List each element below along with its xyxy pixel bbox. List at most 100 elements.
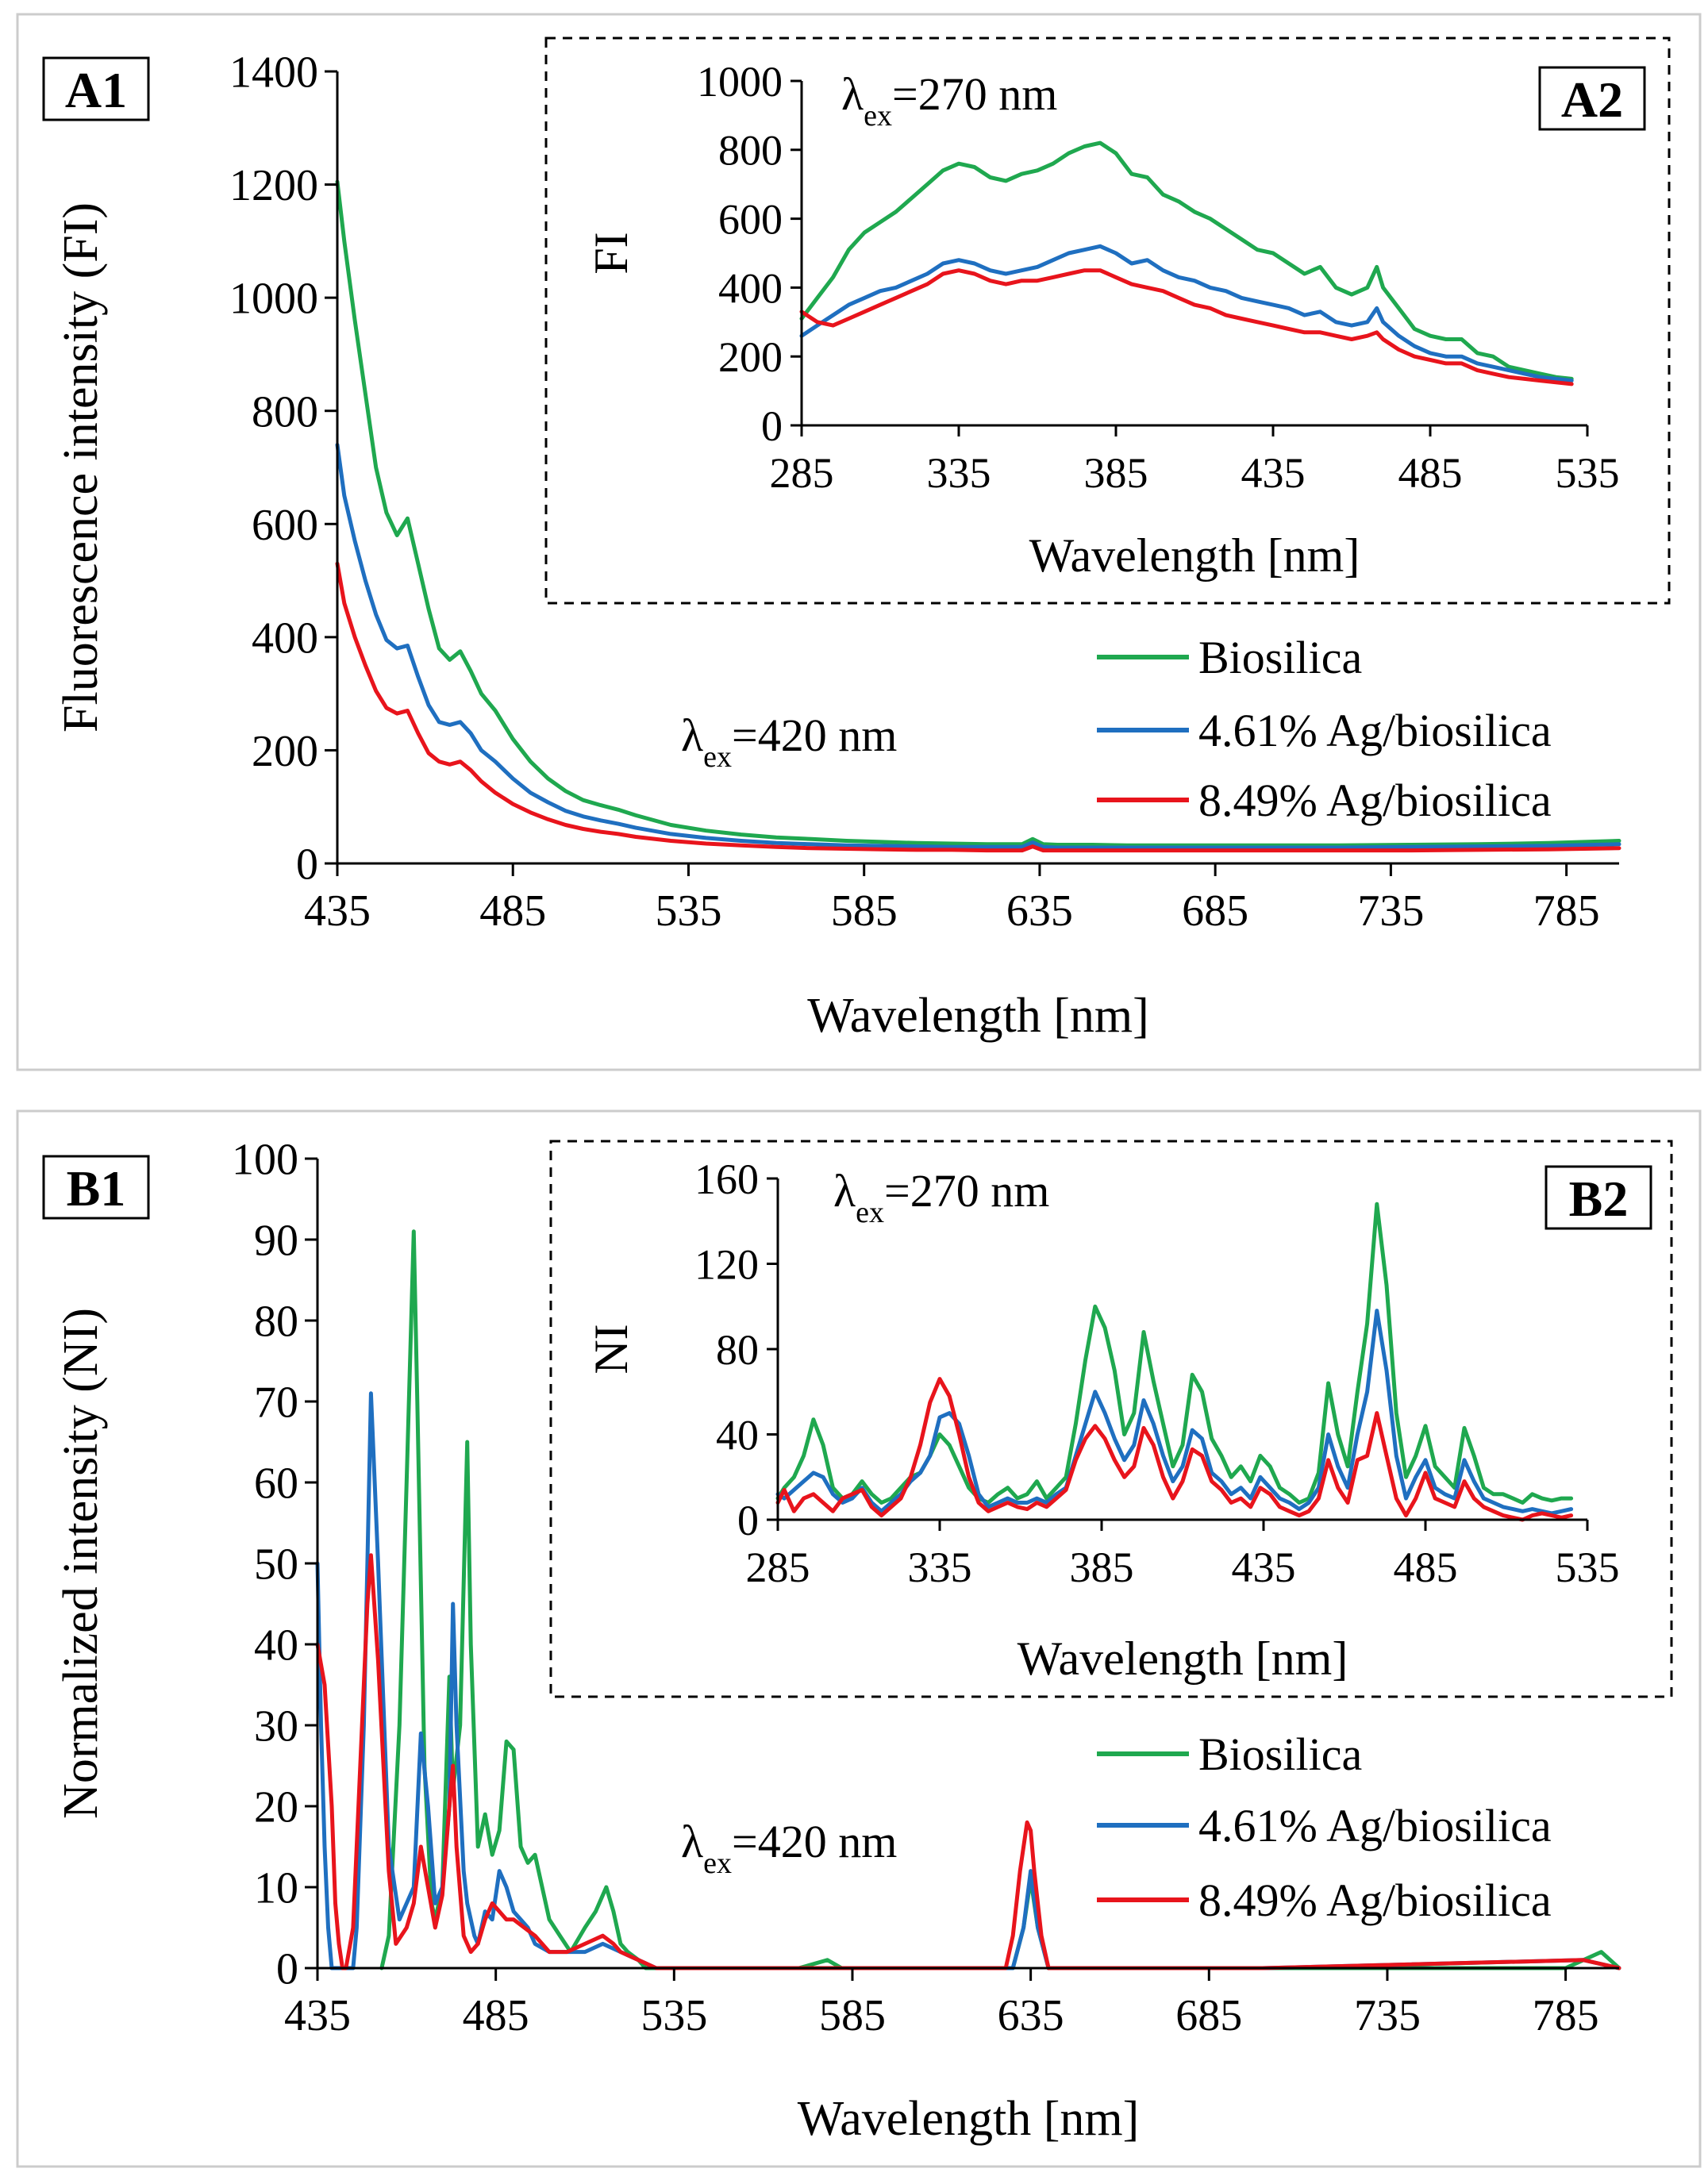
panel-a-frame [16,13,1702,1071]
y-tick-label-b2-0: 0 [737,1497,759,1544]
legend-a-label-2: 8.49% Ag/biosilica [1198,775,1552,826]
inset-a2-frame [544,37,1671,605]
y-tick-label-a2-2: 400 [718,264,783,312]
x-tick-label-a2-1: 335 [927,449,991,497]
y-tick-label-a1-1: 200 [252,727,318,776]
x-tick-label-b1-3: 585 [819,1991,886,2040]
series-line-b2-2 [775,1377,1574,1522]
x-tick-label-a1-6: 735 [1357,886,1424,936]
series-line-a1-0 [335,179,1621,848]
chart-a2: 0 200 400 600 800 1000 285 335 385 435 485 535 Wavel… [585,58,1620,582]
panel-label-b2: B2 [1569,1171,1629,1227]
y-tick-label-a2-5: 1000 [697,58,783,106]
legend-b-label-2: 8.49% Ag/biosilica [1198,1874,1552,1926]
series-line-a1-1 [335,443,1621,850]
y-tick-label-b1-5: 50 [254,1540,298,1590]
x-tick-label-a1-3: 585 [831,886,898,936]
legend-b: Biosilica 4.61% Ag/biosilica 8.49% Ag/bi… [1097,1728,1552,1926]
y-axis-label-a2: FI [585,232,637,274]
y-tick-label-b1-3: 30 [254,1702,298,1751]
series-line-b1-2 [315,1553,1621,1970]
x-axis-label-b2: Wavelength [nm] [1017,1632,1348,1685]
panel-label-b1-box [42,1155,150,1220]
y-tick-label-a2-3: 600 [718,196,783,244]
y-tick-label-b1-6: 60 [254,1459,298,1509]
y-tick-label-b1-10: 100 [232,1136,298,1185]
x-tick-label-a1-0: 435 [304,886,371,936]
x-axis-label-b1: Wavelength [nm] [798,2092,1140,2146]
x-tick-label-b1-5: 685 [1175,1991,1242,2040]
y-tick-label-b2-3: 120 [694,1240,759,1288]
chart-a1: 0 200 400 600 800 1000 1200 1400 435 485 535 585 635… [54,48,1621,1043]
x-tick-label-b1-2: 535 [640,1991,707,2040]
y-tick-label-a1-5: 1000 [229,275,318,324]
x-axis-label-a2: Wavelength [nm] [1029,529,1360,582]
y-tick-label-b2-4: 160 [694,1155,759,1203]
x-tick-label-a1-5: 685 [1182,886,1248,936]
y-tick-label-b1-0: 0 [276,1945,298,1994]
panel-label-a2-box [1538,66,1646,131]
y-tick-label-a1-2: 400 [252,613,318,663]
series-line-a2-2 [799,268,1574,386]
annotation-a2: λex=270 nm [841,68,1057,133]
x-tick-label-a1-2: 535 [655,886,721,936]
panel-label-b2-box [1545,1165,1652,1230]
x-tick-label-a2-2: 385 [1084,449,1148,497]
series-line-a2-1 [799,244,1574,383]
x-tick-label-b2-3: 435 [1232,1544,1296,1591]
y-tick-label-b1-2: 20 [254,1783,298,1832]
x-tick-label-a2-0: 285 [770,449,834,497]
x-tick-label-b1-4: 635 [998,1991,1064,2040]
y-tick-label-b1-7: 70 [254,1378,298,1428]
y-tick-label-b2-2: 80 [716,1326,759,1374]
x-tick-label-b1-7: 785 [1533,1991,1599,2040]
y-tick-label-a2-1: 200 [718,333,783,381]
y-axis-label-a1: Fluorescence intensity (FI) [54,202,108,732]
x-tick-label-b1-1: 485 [463,1991,529,2040]
panel-label-a1: A1 [65,62,127,118]
panel-label-b1: B1 [67,1160,126,1217]
x-tick-label-a1-1: 485 [479,886,546,936]
y-tick-label-a1-4: 800 [252,387,318,436]
chart-b2: 0 40 80 120 160 285 335 385 435 485 535 Wavelength … [585,1155,1620,1685]
x-axis-label-a1: Wavelength [nm] [807,989,1149,1043]
annotation-a1: λex=420 nm [681,709,897,774]
series-line-a1-2 [335,561,1621,853]
chart-b1: 0 10 20 30 40 50 60 70 80 90 100 435 485 535 585 635 685… [54,1136,1621,2146]
y-tick-label-b1-9: 90 [254,1217,298,1266]
y-tick-label-a1-7: 1400 [229,48,318,98]
series-line-b2-0 [775,1201,1574,1505]
legend-b-label-1: 4.61% Ag/biosilica [1198,1800,1552,1851]
legend-b-label-0: Biosilica [1198,1728,1362,1780]
panel-label-a1-box [42,56,150,121]
x-tick-label-a2-5: 535 [1556,449,1620,497]
y-axis-label-b1: Normalized intensity (NI) [54,1308,108,1819]
annotation-b1: λex=420 nm [681,1816,897,1880]
y-tick-label-a1-3: 600 [252,501,318,550]
inset-b2-frame [549,1140,1673,1698]
legend-a: Biosilica 4.61% Ag/biosilica 8.49% Ag/bi… [1097,632,1552,826]
legend-a-label-0: Biosilica [1198,632,1362,683]
legend-a-label-1: 4.61% Ag/biosilica [1198,705,1552,756]
annotation-b2: λex=270 nm [833,1165,1049,1229]
y-tick-label-a2-0: 0 [761,402,783,450]
x-tick-label-b2-0: 285 [746,1544,810,1591]
x-tick-label-b2-1: 335 [908,1544,972,1591]
series-line-a2-0 [799,140,1574,381]
panel-b-frame [16,1109,1702,2168]
series-line-b1-0 [379,1229,1621,1970]
y-tick-label-b1-1: 10 [254,1864,298,1913]
y-tick-label-b1-8: 80 [254,1298,298,1347]
x-tick-label-b2-4: 485 [1394,1544,1458,1591]
panel-label-a2: A2 [1561,71,1623,128]
y-tick-label-a2-4: 800 [718,127,783,175]
x-tick-label-a2-3: 435 [1241,449,1306,497]
x-tick-label-b2-2: 385 [1070,1544,1134,1591]
y-tick-label-b1-4: 40 [254,1621,298,1671]
x-tick-label-a2-4: 485 [1398,449,1463,497]
x-tick-label-a1-4: 635 [1006,886,1073,936]
x-tick-label-a1-7: 785 [1533,886,1600,936]
x-tick-label-b1-0: 435 [284,1991,351,2040]
y-tick-label-a1-0: 0 [296,840,318,890]
